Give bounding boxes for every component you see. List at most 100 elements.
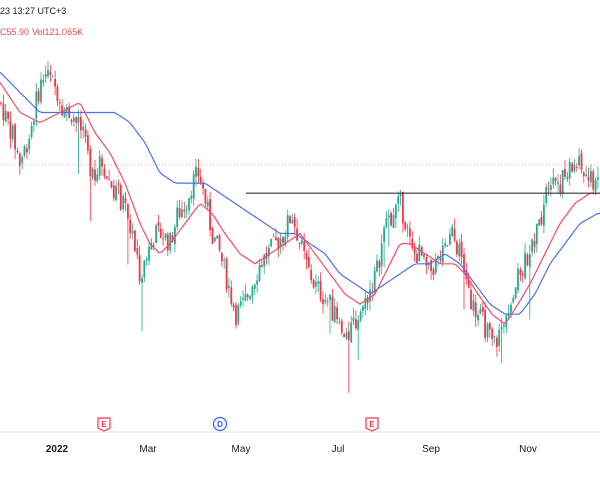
candle-body: [402, 191, 404, 224]
candle-body: [40, 79, 42, 102]
candle-body: [317, 281, 320, 284]
candle-body: [9, 120, 12, 139]
candle-body: [291, 220, 294, 224]
candle-body: [594, 179, 597, 192]
candle-body: [479, 308, 482, 314]
candle-body: [190, 195, 193, 200]
candle-body: [98, 156, 101, 176]
candle-body: [155, 225, 157, 243]
dividend-event-icon[interactable]: D: [212, 416, 228, 432]
candle-body: [559, 184, 562, 194]
candle-body: [385, 218, 388, 228]
candle-body: [44, 74, 47, 78]
candle-body: [49, 72, 52, 76]
candle-body: [192, 174, 195, 199]
candle-body: [458, 243, 461, 257]
candle-body: [437, 256, 439, 259]
candle-body: [500, 327, 503, 330]
candle-body: [239, 301, 242, 306]
candle-body: [390, 213, 392, 226]
candle-body: [228, 285, 230, 288]
candle-body: [35, 91, 38, 119]
candle-body: [463, 254, 465, 273]
candle-body: [343, 334, 345, 338]
chart-header-datetime: 23 13:27 UTC+3: [0, 6, 67, 16]
candle-body: [453, 228, 456, 240]
candle-body: [308, 257, 310, 268]
candle-body: [223, 259, 226, 261]
x-tick-label: 2022: [46, 444, 69, 455]
candle-body: [159, 228, 162, 238]
candle-body: [517, 268, 519, 291]
candle-body: [345, 332, 348, 339]
candle-body: [91, 168, 94, 179]
candle-body: [143, 260, 146, 278]
candle-body: [101, 158, 103, 167]
candle-body: [185, 209, 188, 211]
candle-body: [336, 307, 338, 320]
candle-body: [510, 304, 512, 313]
candle-body: [258, 265, 261, 281]
candle-body: [449, 234, 451, 245]
x-tick-label: May: [232, 444, 251, 455]
candle-body: [486, 324, 489, 338]
x-tick-label: Jul: [332, 444, 345, 455]
candle-body: [543, 204, 545, 226]
candle-body: [350, 322, 353, 343]
candle-body: [439, 258, 442, 261]
candle-body: [399, 194, 402, 196]
candle-body: [30, 126, 33, 137]
candle-body: [54, 79, 56, 87]
candle-body: [460, 241, 463, 258]
candle-body: [592, 171, 595, 190]
candle-body: [376, 260, 378, 272]
candle-body: [528, 254, 531, 267]
candle-body: [446, 245, 449, 246]
candle-body: [16, 150, 19, 153]
candle-body: [195, 166, 197, 177]
candle-body: [444, 243, 447, 247]
candle-body: [51, 76, 54, 77]
candle-body: [498, 329, 501, 347]
candle-body: [425, 257, 428, 266]
candle-body: [362, 306, 364, 311]
candle-body: [209, 199, 211, 230]
candle-body: [378, 261, 381, 268]
candle-body: [94, 169, 96, 181]
candle-body: [138, 255, 141, 282]
candle-body: [108, 178, 110, 180]
candle-body: [127, 204, 129, 219]
candle-body: [256, 280, 258, 285]
candle-body: [105, 176, 108, 179]
candle-body: [491, 328, 494, 339]
candle-body: [347, 331, 350, 341]
candle-body: [322, 299, 324, 305]
candle-body: [216, 235, 219, 239]
candle-body: [75, 117, 78, 123]
candle-body: [392, 215, 395, 229]
earnings-event-icon[interactable]: E: [97, 417, 111, 432]
candle-body: [526, 254, 529, 265]
earnings-event-icon[interactable]: E: [365, 417, 379, 432]
candle-body: [319, 281, 322, 300]
candle-body: [312, 280, 315, 288]
time-axis: 2022 Mar May Jul Sep Nov: [46, 444, 537, 455]
event-label: D: [217, 420, 223, 429]
candle-body: [340, 320, 343, 333]
candle-body: [472, 300, 475, 311]
candle-body: [96, 174, 99, 182]
candle-body: [305, 253, 308, 260]
candle-body: [112, 185, 115, 199]
candle-body: [87, 135, 89, 151]
candle-body: [493, 336, 496, 338]
candle-body: [58, 102, 61, 104]
candle-body: [470, 289, 472, 309]
candle-body: [303, 240, 306, 251]
candle-body: [373, 270, 376, 293]
candle-body: [275, 237, 277, 241]
candle-body: [77, 116, 80, 123]
candle-body: [26, 148, 28, 153]
candle-body: [124, 198, 127, 203]
